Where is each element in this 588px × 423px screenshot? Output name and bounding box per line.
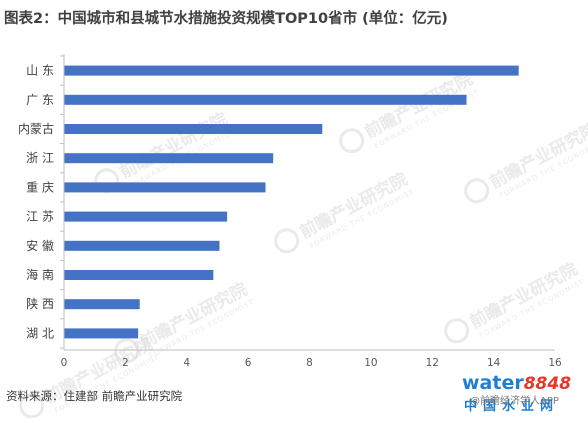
brand-main-text: water [462,372,524,394]
x-tick-label: 2 [122,357,129,369]
bar [64,240,220,251]
category-label: 海 南 [26,267,54,282]
x-tick-label: 12 [426,357,439,369]
category-label: 浙 江 [26,151,54,165]
chart-title: 图表2：中国城市和县城节水措施投资规模TOP10省市 (单位：亿元) [4,11,448,27]
bar [64,211,228,222]
brand-main: water8848 [462,372,571,394]
bar [64,328,139,339]
bar [64,124,323,134]
category-label: 山 东 [26,64,54,78]
x-tick-label: 6 [245,357,252,369]
bar [64,65,519,76]
x-tick-label: 14 [487,357,501,369]
bar [64,270,214,280]
brand-subtitle: 中国水业网 [464,399,560,414]
x-tick-label: 0 [61,357,68,369]
category-label: 内蒙古 [18,121,54,136]
category-label: 湖 北 [26,325,54,340]
bar [64,299,140,310]
category-label: 安 徽 [26,238,54,253]
x-tick-label: 10 [364,357,377,369]
x-tick-label: 4 [183,357,190,369]
category-label: 陕 西 [26,296,54,311]
x-tick-label: 8 [306,357,313,369]
brand-number: 8848 [523,374,572,394]
bar [64,153,274,164]
app-credit: @前瞻经济学人APP [470,396,559,407]
source-note: 资料来源：住建部 前瞻产业研究院 [6,389,183,403]
category-label: 江 苏 [26,210,54,224]
water8848-logo: water8848 中国水业网 [462,372,586,416]
x-tick-label: 16 [548,357,562,369]
bar-chart: 山 东广 东内蒙古浙 江重 庆江 苏安 徽海 南陕 西湖 北 0 2 4 6 8 10 12 1… [0,52,588,372]
bar [64,94,467,105]
category-label: 广 东 [26,93,54,107]
category-label: 重 庆 [26,180,54,194]
bar [64,182,266,193]
